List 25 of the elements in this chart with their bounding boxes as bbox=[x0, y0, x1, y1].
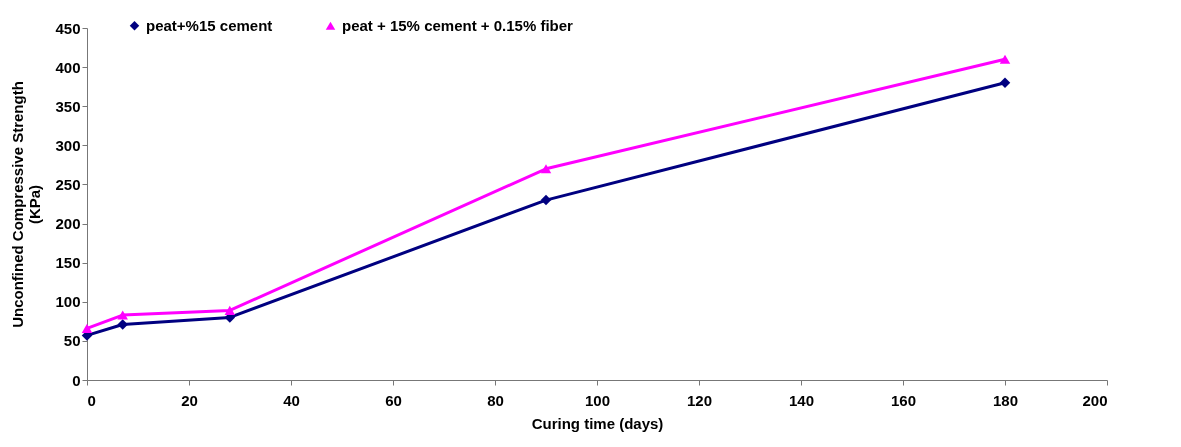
x-tick-label: 80 bbox=[487, 391, 504, 409]
y-tick-label: 250 bbox=[55, 175, 81, 193]
x-tick-label: 180 bbox=[992, 391, 1019, 409]
x-tick-label: 140 bbox=[788, 391, 815, 409]
x-tick-label: 100 bbox=[584, 391, 611, 409]
y-tick-label: 50 bbox=[63, 332, 81, 350]
x-tick-label: 60 bbox=[385, 391, 402, 409]
y-tick-label: 350 bbox=[55, 97, 81, 115]
y-tick-label: 150 bbox=[55, 254, 81, 272]
x-tick-label: 120 bbox=[686, 391, 713, 409]
y-tick-label: 400 bbox=[55, 58, 81, 76]
y-axis-title: Unconfined Compressive Strength (KPa) bbox=[9, 81, 44, 328]
x-tick-label: 200 bbox=[1082, 391, 1108, 409]
y-tick-label: 100 bbox=[55, 293, 81, 311]
legend-label: peat + 15% cement + 0.15% fiber bbox=[342, 16, 574, 34]
x-tick-label: 160 bbox=[890, 391, 917, 409]
x-tick-label: 40 bbox=[283, 391, 300, 409]
x-tick-label: 0 bbox=[87, 391, 96, 409]
legend-label: peat+%15 cement bbox=[146, 16, 273, 34]
x-axis-title: Curing time (days) bbox=[531, 414, 664, 432]
y-tick-label: 300 bbox=[55, 136, 81, 154]
y-tick-label: 450 bbox=[55, 19, 81, 37]
y-tick-label: 200 bbox=[55, 215, 81, 233]
x-tick-label: 20 bbox=[181, 391, 198, 409]
y-tick-label: 0 bbox=[72, 371, 81, 389]
